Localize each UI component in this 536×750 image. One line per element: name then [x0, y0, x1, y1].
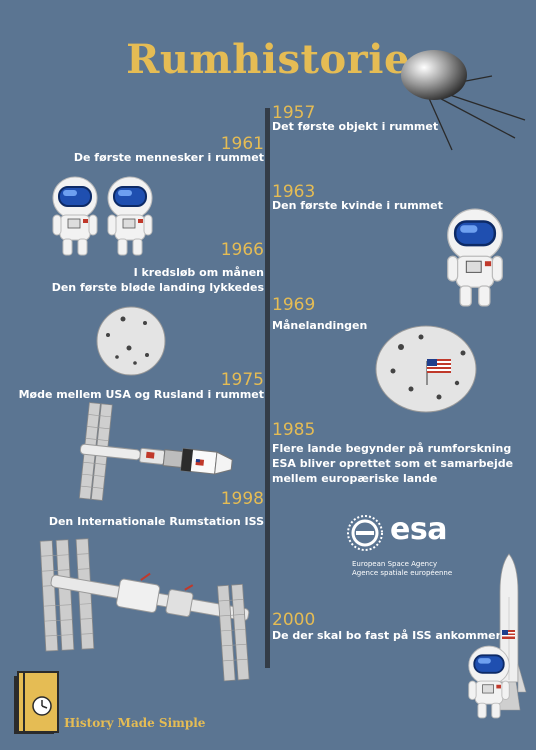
event-1998-year: 1998 — [220, 489, 264, 509]
esa-name-french: Agence spatiale européenne — [352, 569, 453, 577]
event-1966-year: 1966 — [220, 240, 264, 260]
event-1963-year: 1963 — [272, 182, 316, 202]
event-1998-text: Den Internationale Rumstation ISS — [48, 515, 264, 528]
event-1966-line2: Den første bløde landing lykkedes — [51, 281, 264, 294]
page-title: Rumhistorie — [126, 36, 410, 83]
event-2000-text: De der skal bo fast på ISS ankommer — [272, 629, 502, 642]
astronaut-icon — [52, 176, 98, 256]
astronaut-icon — [447, 208, 503, 307]
event-1963-text: Den første kvinde i rummet — [272, 199, 443, 212]
esa-emblem-icon — [347, 515, 383, 551]
event-1966-line1: I kredsløb om månen — [133, 266, 264, 279]
event-1985-line2: ESA bliver oprettet som et samarbejde — [272, 457, 514, 470]
moon-with-flag-icon — [375, 325, 477, 413]
book-clock-logo-icon — [14, 671, 59, 734]
event-1961-text: De første mennesker i rummet — [73, 151, 264, 164]
event-1985-line3: mellem europæriske lande — [272, 472, 438, 485]
brand-name: History Made Simple — [64, 716, 206, 730]
esa-name-english: European Space Agency — [352, 560, 438, 568]
sputnik-icon — [401, 50, 526, 151]
iss-space-station-icon — [39, 538, 250, 682]
astronaut-icon — [468, 645, 510, 719]
event-1969-text: Månelandingen — [272, 319, 368, 332]
event-1961-year: 1961 — [220, 134, 264, 154]
event-1985-line1: Flere lande begynder på rumforskning — [272, 442, 512, 455]
event-1975-text: Møde mellem USA og Rusland i rummet — [18, 388, 264, 401]
astronaut-icon — [107, 176, 153, 256]
event-2000-year: 2000 — [272, 610, 316, 630]
timeline-line — [265, 108, 270, 668]
event-1985-year: 1985 — [272, 420, 316, 440]
event-1957-text: Det første objekt i rummet — [272, 120, 439, 133]
moon-icon — [96, 306, 166, 376]
event-1957-year: 1957 — [272, 103, 316, 123]
esa-wordmark: esa — [390, 512, 447, 547]
event-1969-year: 1969 — [272, 295, 316, 315]
event-1975-year: 1975 — [220, 370, 264, 390]
apollo-soyuz-spacecraft-icon — [78, 402, 233, 501]
